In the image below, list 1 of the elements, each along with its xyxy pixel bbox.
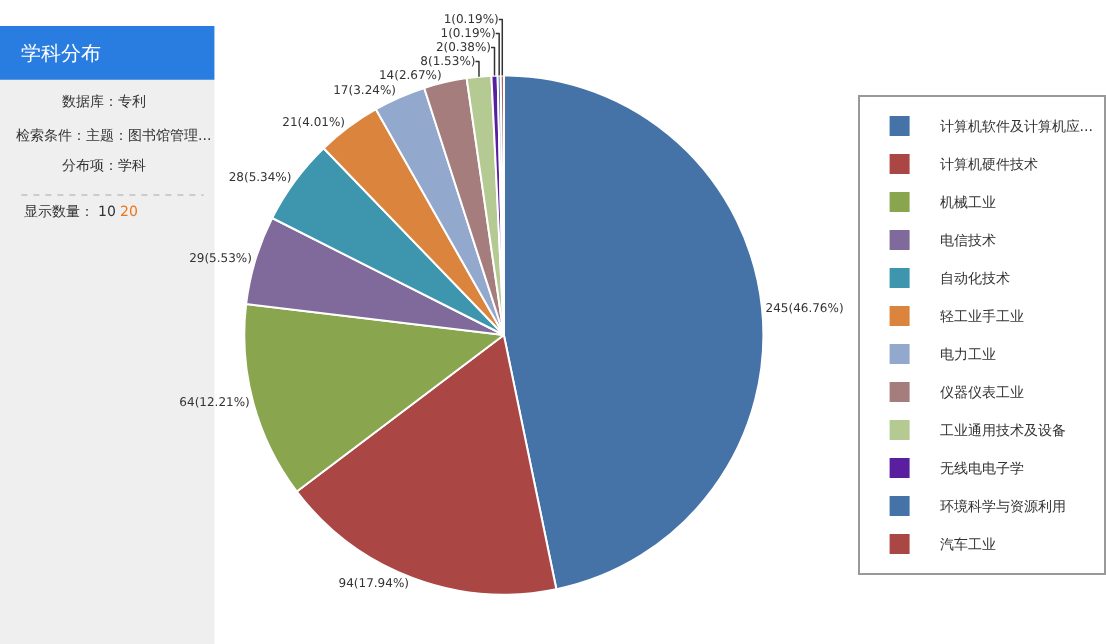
text: 学科分布	[21, 41, 102, 66]
